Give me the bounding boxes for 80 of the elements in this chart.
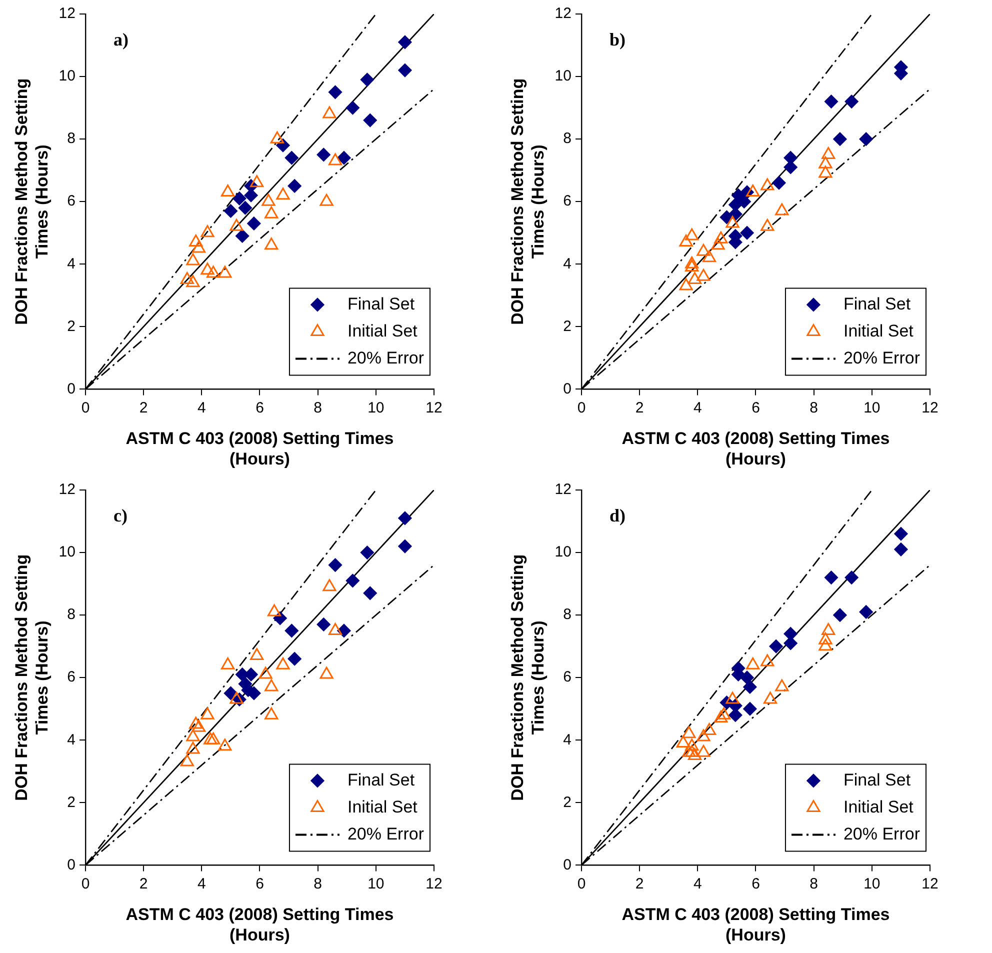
x-tick-label: 4 bbox=[693, 399, 702, 416]
x-tick-label: 8 bbox=[314, 875, 322, 892]
y-tick-label: 0 bbox=[67, 856, 76, 874]
x-tick-label: 2 bbox=[635, 875, 644, 892]
legend-label: Final Set bbox=[843, 294, 911, 314]
y-tick-label: 0 bbox=[563, 380, 572, 398]
x-tick-label: 12 bbox=[426, 399, 442, 416]
y-tick-label: 2 bbox=[67, 318, 76, 335]
x-tick-label: 4 bbox=[693, 875, 702, 892]
text: b) bbox=[609, 30, 626, 50]
x-tick-label: 12 bbox=[426, 875, 442, 892]
y-tick-label: 10 bbox=[554, 68, 572, 85]
legend-label: Initial Set bbox=[347, 321, 418, 340]
legend-label: Final Set bbox=[843, 770, 911, 790]
y-axis-title: DOH Fractions Method Setting Times (Hours) bbox=[12, 554, 52, 801]
y-tick-label: 0 bbox=[67, 380, 76, 398]
y-tick-label: 10 bbox=[58, 68, 76, 85]
x-tick-label: 2 bbox=[139, 399, 148, 416]
y-tick-label: 4 bbox=[563, 731, 572, 748]
x-axis-title: ASTM C 403 (2008) Setting Times (Hours) bbox=[622, 905, 890, 944]
x-tick-label: 0 bbox=[577, 875, 586, 892]
legend-label: Initial Set bbox=[347, 797, 418, 816]
x-tick-label: 6 bbox=[752, 875, 760, 892]
y-tick-label: 8 bbox=[563, 606, 572, 624]
x-tick-label: 0 bbox=[81, 875, 90, 892]
y-tick-label: 6 bbox=[67, 668, 76, 686]
y-tick-label: 4 bbox=[67, 731, 76, 748]
y-tick-label: 12 bbox=[554, 481, 572, 498]
y-tick-label: 10 bbox=[58, 544, 76, 561]
x-tick-label: 10 bbox=[368, 399, 384, 416]
legend-label: Initial Set bbox=[843, 321, 914, 340]
text: d) bbox=[609, 506, 626, 526]
x-tick-label: 8 bbox=[314, 399, 322, 416]
x-tick-label: 0 bbox=[81, 399, 90, 416]
text: c) bbox=[113, 506, 128, 526]
x-tick-label: 12 bbox=[922, 399, 938, 416]
y-tick-label: 12 bbox=[58, 5, 76, 22]
y-tick-label: 8 bbox=[67, 606, 76, 624]
y-tick-label: 10 bbox=[554, 544, 572, 561]
legend-label: Initial Set bbox=[843, 797, 914, 816]
y-tick-label: 2 bbox=[563, 318, 572, 335]
y-tick-label: 6 bbox=[67, 192, 76, 210]
y-tick-label: 12 bbox=[554, 5, 572, 22]
x-axis-title: ASTM C 403 (2008) Setting Times (Hours) bbox=[126, 429, 394, 468]
x-axis-title: ASTM C 403 (2008) Setting Times (Hours) bbox=[622, 429, 890, 468]
y-tick-label: 12 bbox=[58, 481, 76, 498]
x-tick-label: 10 bbox=[864, 875, 880, 892]
x-tick-label: 6 bbox=[256, 399, 264, 416]
legend-label: 20% Error bbox=[843, 348, 920, 368]
x-tick-label: 10 bbox=[368, 875, 384, 892]
x-tick-label: 2 bbox=[139, 875, 148, 892]
x-tick-label: 6 bbox=[752, 399, 760, 416]
y-axis-title: DOH Fractions Method Setting Times (Hours) bbox=[508, 78, 548, 325]
x-tick-label: 4 bbox=[197, 399, 206, 416]
legend-label: Final Set bbox=[347, 770, 415, 790]
x-axis-title: ASTM C 403 (2008) Setting Times (Hours) bbox=[126, 905, 394, 944]
legend-label: 20% Error bbox=[347, 348, 424, 368]
y-tick-label: 4 bbox=[563, 255, 572, 272]
y-axis-title: DOH Fractions Method Setting Times (Hours) bbox=[508, 554, 548, 801]
y-tick-label: 6 bbox=[563, 668, 572, 686]
x-tick-label: 8 bbox=[810, 399, 818, 416]
x-tick-label: 6 bbox=[256, 875, 264, 892]
x-tick-label: 0 bbox=[577, 399, 586, 416]
legend-label: 20% Error bbox=[843, 824, 920, 844]
y-axis-title: DOH Fractions Method Setting Times (Hours) bbox=[12, 78, 52, 325]
x-tick-label: 10 bbox=[864, 399, 880, 416]
y-tick-label: 4 bbox=[67, 255, 76, 272]
y-tick-label: 8 bbox=[563, 130, 572, 148]
x-tick-label: 2 bbox=[635, 399, 644, 416]
x-tick-label: 8 bbox=[810, 875, 818, 892]
text: a) bbox=[113, 30, 128, 50]
y-tick-label: 8 bbox=[67, 130, 76, 148]
x-tick-label: 12 bbox=[922, 875, 938, 892]
y-tick-label: 2 bbox=[67, 794, 76, 811]
y-tick-label: 0 bbox=[563, 856, 572, 874]
legend-label: 20% Error bbox=[347, 824, 424, 844]
x-tick-label: 4 bbox=[197, 875, 206, 892]
legend-label: Final Set bbox=[347, 294, 415, 314]
y-tick-label: 6 bbox=[563, 192, 572, 210]
y-tick-label: 2 bbox=[563, 794, 572, 811]
